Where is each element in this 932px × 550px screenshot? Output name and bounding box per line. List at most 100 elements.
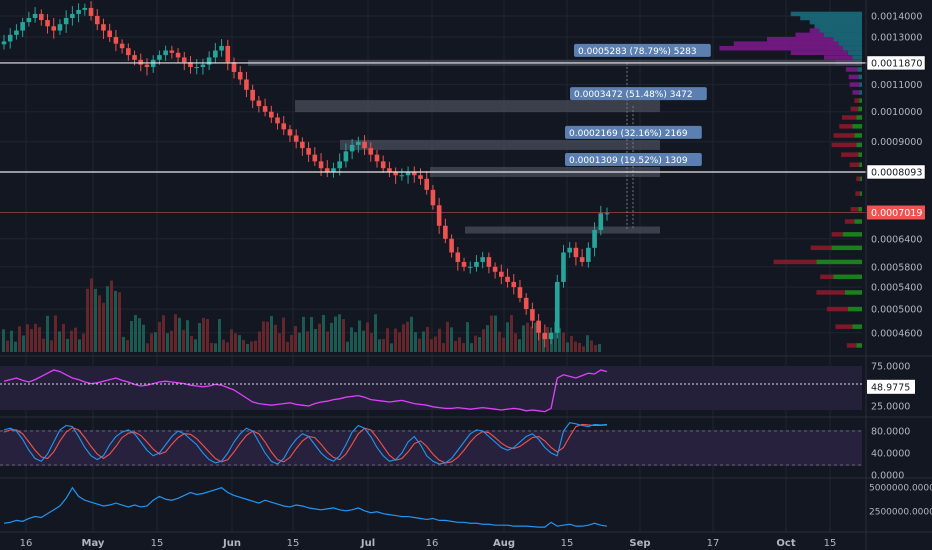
candle-body[interactable] bbox=[579, 257, 585, 262]
candle-body[interactable] bbox=[181, 57, 187, 63]
candle-body[interactable] bbox=[132, 55, 137, 60]
candle-body[interactable] bbox=[45, 20, 50, 27]
candle-body[interactable] bbox=[536, 320, 541, 333]
candle-body[interactable] bbox=[349, 144, 355, 152]
candle-body[interactable] bbox=[256, 100, 262, 107]
measure-label-box[interactable] bbox=[570, 87, 707, 101]
measure-label-box[interactable] bbox=[565, 152, 702, 166]
candle-body[interactable] bbox=[604, 213, 610, 215]
stochastic-pane[interactable] bbox=[0, 416, 932, 466]
candle-body[interactable] bbox=[163, 50, 168, 56]
candle-body[interactable] bbox=[219, 45, 224, 51]
candle-body[interactable] bbox=[306, 148, 311, 155]
candle-body[interactable] bbox=[380, 161, 386, 169]
candle-body[interactable] bbox=[76, 9, 81, 14]
candle-body[interactable] bbox=[393, 171, 398, 176]
candle-body[interactable] bbox=[250, 89, 255, 101]
measure-labels[interactable]: 0.0005283 (78.79%) 5283 0.0003472 (51.48%… bbox=[565, 43, 711, 166]
candle-body[interactable] bbox=[449, 238, 454, 253]
candle-body[interactable] bbox=[337, 161, 342, 169]
candle-body[interactable] bbox=[486, 257, 492, 267]
candle-body[interactable] bbox=[411, 171, 417, 176]
candle-body[interactable] bbox=[300, 141, 305, 149]
candle-body[interactable] bbox=[561, 252, 566, 282]
candle-body[interactable] bbox=[144, 64, 150, 68]
candle-body[interactable] bbox=[362, 141, 367, 149]
candle-body[interactable] bbox=[424, 178, 430, 190]
candle-body[interactable] bbox=[430, 189, 436, 206]
candle-body[interactable] bbox=[231, 62, 237, 72]
candle-body[interactable] bbox=[63, 17, 69, 25]
candle-body[interactable] bbox=[14, 30, 19, 35]
candle-body[interactable] bbox=[387, 168, 392, 172]
candle-body[interactable] bbox=[200, 64, 206, 68]
candle-body[interactable] bbox=[107, 30, 112, 38]
candle-body[interactable] bbox=[523, 297, 529, 310]
candle-body[interactable] bbox=[113, 37, 119, 44]
measure-label-box[interactable] bbox=[574, 43, 711, 57]
candle-body[interactable] bbox=[586, 247, 591, 262]
candle-body[interactable] bbox=[467, 266, 473, 268]
candle-body[interactable] bbox=[175, 52, 181, 58]
candle-body[interactable] bbox=[188, 62, 193, 68]
candle-body[interactable] bbox=[324, 168, 330, 172]
candle-body[interactable] bbox=[492, 266, 498, 272]
candle-body[interactable] bbox=[312, 154, 318, 162]
candle-body[interactable] bbox=[418, 175, 423, 179]
candle-body[interactable] bbox=[356, 141, 361, 145]
candle-body[interactable] bbox=[281, 123, 287, 130]
candle-body[interactable] bbox=[51, 26, 57, 31]
horizontal-levels[interactable] bbox=[0, 62, 868, 213]
candle-body[interactable] bbox=[57, 24, 63, 31]
candle-body[interactable] bbox=[567, 247, 573, 253]
candle-body[interactable] bbox=[119, 43, 125, 49]
candle-body[interactable] bbox=[343, 151, 349, 162]
price-axis[interactable]: 0.00140000.00130000.00120000.00110000.00… bbox=[866, 11, 926, 339]
candlesticks[interactable] bbox=[1, 1, 610, 348]
candle-body[interactable] bbox=[530, 309, 535, 321]
candle-body[interactable] bbox=[436, 205, 442, 226]
candle-body[interactable] bbox=[126, 48, 131, 56]
candle-body[interactable] bbox=[70, 13, 75, 18]
measure-label-box[interactable] bbox=[565, 125, 702, 139]
candle-body[interactable] bbox=[157, 55, 162, 60]
candle-body[interactable] bbox=[480, 257, 485, 262]
time-axis[interactable]: 16 May 15 Jun 15 Jul 16 Aug 15 Sep 17 Oct 15 bbox=[20, 538, 837, 549]
candle-body[interactable] bbox=[592, 230, 597, 248]
candle-body[interactable] bbox=[461, 261, 467, 267]
candle-body[interactable] bbox=[293, 135, 299, 142]
candle-body[interactable] bbox=[213, 50, 218, 58]
candle-body[interactable] bbox=[455, 252, 461, 262]
candle-body[interactable] bbox=[405, 171, 411, 176]
obv-axis[interactable]: 5000000.0000 2500000.0000 bbox=[869, 483, 932, 517]
candle-body[interactable] bbox=[474, 261, 479, 267]
candle-body[interactable] bbox=[32, 13, 38, 18]
stoch-axis[interactable]: 80.0000 40.0000 0.0000 bbox=[871, 427, 910, 482]
candle-body[interactable] bbox=[443, 225, 448, 239]
candle-body[interactable] bbox=[1, 41, 7, 45]
candle-body[interactable] bbox=[262, 106, 268, 112]
candle-body[interactable] bbox=[82, 7, 88, 10]
candle-body[interactable] bbox=[511, 281, 517, 288]
candle-body[interactable] bbox=[225, 45, 231, 63]
candle-body[interactable] bbox=[275, 117, 280, 124]
candle-body[interactable] bbox=[573, 247, 579, 258]
candle-body[interactable] bbox=[94, 15, 100, 25]
candle-body[interactable] bbox=[399, 175, 405, 177]
candle-body[interactable] bbox=[499, 271, 504, 277]
candle-body[interactable] bbox=[244, 79, 249, 90]
candle-body[interactable] bbox=[194, 67, 200, 69]
candle-body[interactable] bbox=[138, 59, 144, 65]
candle-body[interactable] bbox=[331, 168, 336, 172]
rsi-axis[interactable]: 75.0000 48.9775 25.0000 bbox=[867, 362, 915, 413]
candle-body[interactable] bbox=[598, 213, 604, 231]
candle-body[interactable] bbox=[169, 50, 175, 53]
candle-body[interactable] bbox=[269, 111, 274, 118]
candle-body[interactable] bbox=[318, 161, 324, 169]
obv-pane[interactable] bbox=[0, 477, 932, 528]
candle-body[interactable] bbox=[237, 71, 243, 80]
candle-body[interactable] bbox=[287, 129, 293, 136]
candle-body[interactable] bbox=[7, 34, 13, 42]
rsi-pane[interactable] bbox=[0, 355, 932, 413]
candle-body[interactable] bbox=[20, 22, 25, 31]
